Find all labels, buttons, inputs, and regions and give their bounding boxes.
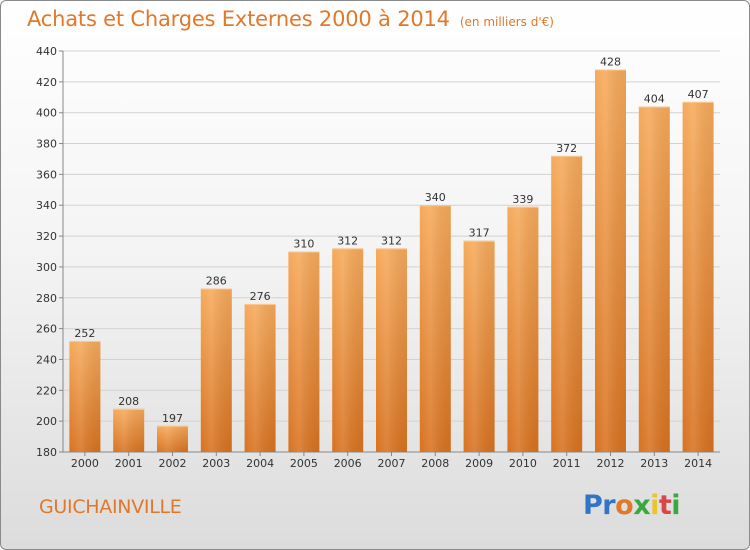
chart-subtitle: (en milliers d'€) [459, 15, 554, 29]
logo-letter: i [671, 490, 681, 521]
y-tick-label: 180 [36, 446, 57, 459]
logo-letter: o [615, 490, 634, 521]
data-label: 312 [381, 234, 402, 247]
x-tick-label: 2002 [159, 457, 187, 470]
y-tick-label: 380 [36, 138, 57, 151]
y-tick-label: 340 [36, 199, 57, 212]
logo-letter: r [602, 490, 616, 521]
bar-shading [113, 408, 145, 452]
bar-shading [200, 288, 232, 452]
chart-title-group: Achats et Charges Externes 2000 à 2014 (e… [27, 7, 554, 31]
data-label: 312 [337, 234, 358, 247]
bar-shading [288, 251, 320, 452]
logo-letter: t [658, 490, 672, 521]
x-tick-label: 2011 [553, 457, 581, 470]
x-tick-label: 2012 [597, 457, 625, 470]
bar-shading [332, 248, 364, 452]
data-label: 339 [512, 193, 533, 206]
data-label: 286 [206, 275, 227, 288]
x-tick-label: 2009 [465, 457, 493, 470]
x-tick-label: 2014 [684, 457, 712, 470]
logo-letter: i [650, 490, 659, 521]
y-tick-label: 400 [36, 107, 57, 120]
data-label: 310 [293, 238, 314, 251]
bar-shading [463, 240, 495, 452]
bar-shading [551, 155, 583, 452]
y-tick-label: 420 [36, 76, 57, 89]
label-layer: 252 208 197 286 276 310 312 312 340 317 339 372 428 4… [74, 56, 708, 425]
data-label: 197 [162, 412, 183, 425]
logo-letter: P [583, 490, 603, 521]
bar-shading [595, 69, 626, 452]
axis-layer: 180 200 220 240 260 280 300 320 340 360 380 400 420 4… [36, 45, 720, 470]
y-tick-label: 240 [36, 353, 57, 366]
x-tick-label: 2013 [640, 457, 668, 470]
x-tick-label: 2003 [202, 457, 230, 470]
data-label: 276 [250, 290, 271, 303]
y-tick-label: 200 [36, 415, 57, 428]
x-tick-label: 2006 [334, 457, 362, 470]
y-tick-label: 300 [36, 261, 57, 274]
x-tick-label: 2004 [246, 457, 274, 470]
x-tick-label: 2005 [290, 457, 318, 470]
x-tick-label: 2001 [115, 457, 143, 470]
commune-name: GUICHAINVILLE [39, 496, 182, 518]
data-label: 340 [425, 191, 446, 204]
bar-shading [157, 425, 188, 452]
data-label: 372 [556, 142, 577, 155]
bar-shading [69, 340, 101, 452]
chart-title: Achats et Charges Externes 2000 à 2014 [27, 7, 450, 31]
logo-letter: x [633, 490, 651, 521]
bar-shading [419, 205, 451, 452]
data-label: 404 [644, 93, 665, 106]
x-tick-label: 2010 [509, 457, 537, 470]
y-tick-label: 260 [36, 323, 57, 336]
x-tick-label: 2008 [421, 457, 449, 470]
data-label: 317 [469, 227, 490, 240]
proxiti-logo[interactable]: Proxiti [583, 490, 681, 521]
x-tick-label: 2000 [71, 457, 99, 470]
bar-shading [507, 206, 539, 452]
data-label: 252 [74, 327, 95, 340]
bar-shading [638, 106, 670, 453]
bar-shading [244, 303, 276, 452]
y-tick-label: 360 [36, 168, 57, 181]
bar-layer [69, 69, 714, 453]
y-tick-label: 220 [36, 384, 57, 397]
bar-shading [376, 248, 407, 452]
y-tick-label: 320 [36, 230, 57, 243]
bar-shading [682, 101, 714, 453]
data-label: 407 [688, 88, 709, 101]
data-label: 428 [600, 56, 621, 69]
y-tick-label: 280 [36, 292, 57, 305]
y-tick-label: 440 [36, 45, 57, 58]
data-label: 208 [118, 395, 139, 408]
x-tick-label: 2007 [378, 457, 406, 470]
